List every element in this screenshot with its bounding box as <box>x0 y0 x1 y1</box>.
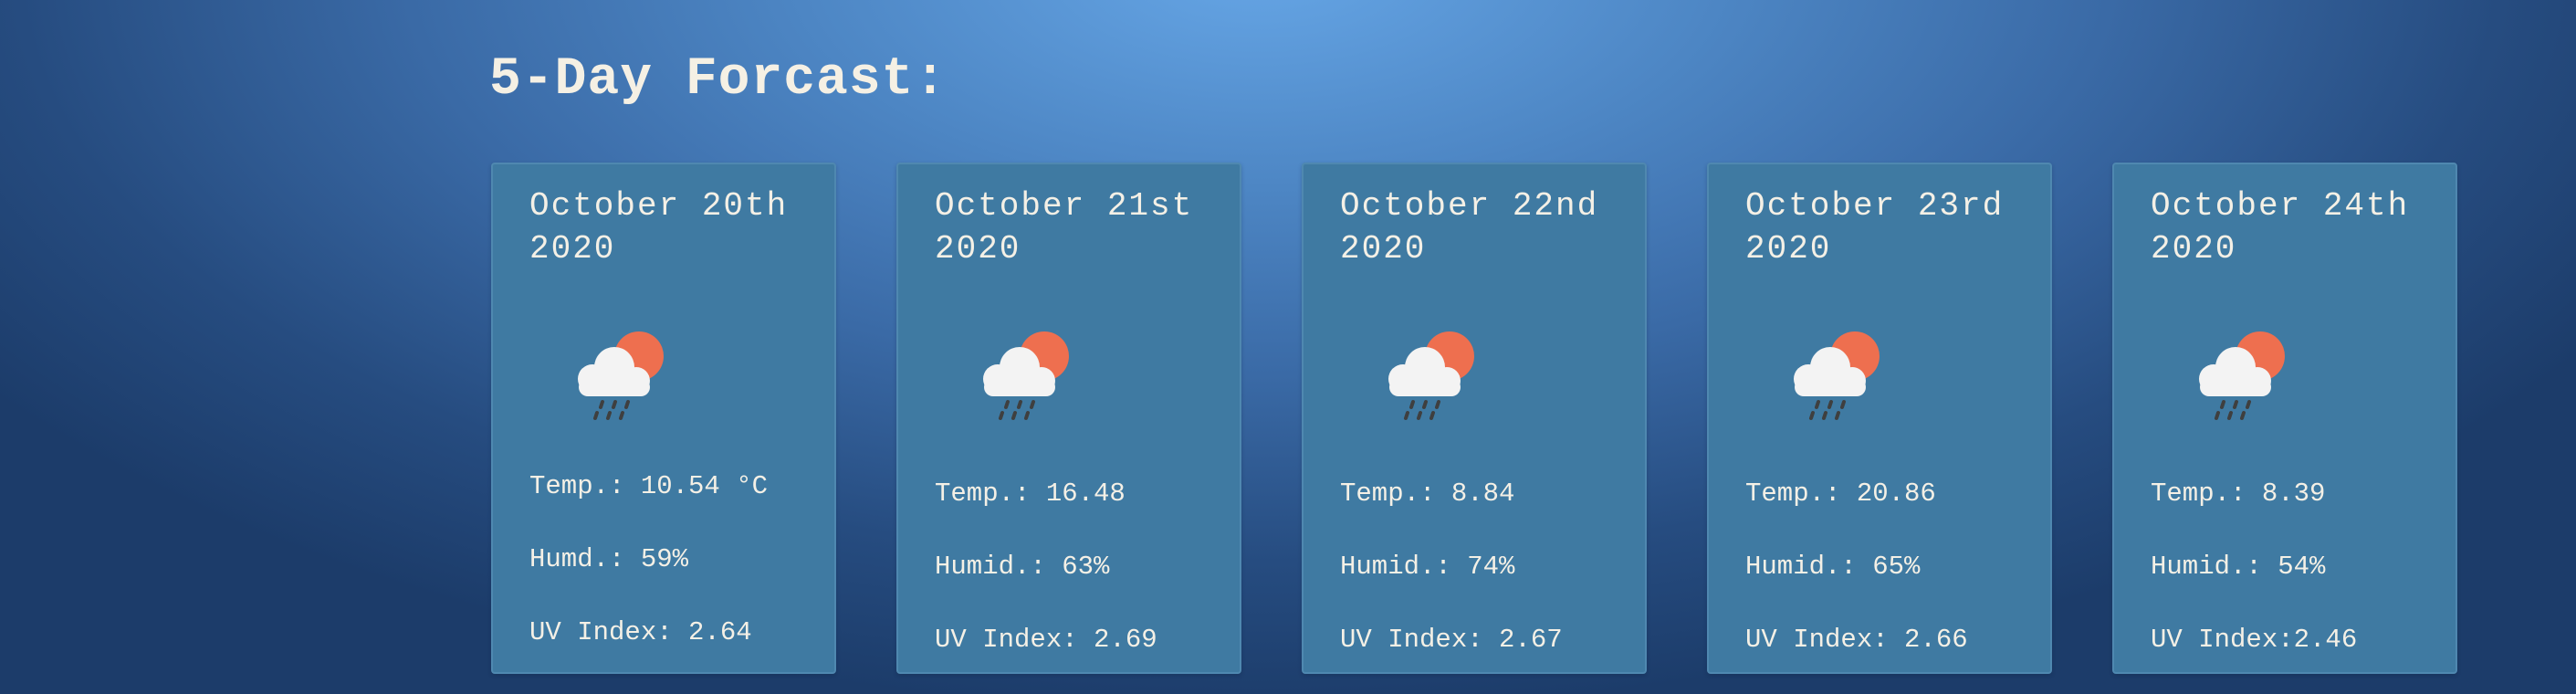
forecast-date: October 21st 2020 <box>935 184 1227 270</box>
humidity-value: Humid.: 54% <box>2151 552 2326 582</box>
temperature-value: Temp.: 16.48 <box>935 478 1126 509</box>
forecast-date: October 23rd 2020 <box>1745 184 2037 270</box>
temperature-value: Temp.: 8.39 <box>2151 478 2326 509</box>
forecast-year-line: 2020 <box>935 230 1021 268</box>
uv-index-value: UV Index: 2.67 <box>1340 625 1563 655</box>
forecast-year-line: 2020 <box>2151 230 2237 268</box>
forecast-card: October 20th 2020 Temp.: 10.54 °C Humd.:… <box>491 163 836 674</box>
page-title: 5-Day Forcast: <box>489 50 948 110</box>
forecast-card: October 22nd 2020 Temp.: 8.84 Humid.: 74… <box>1302 163 1647 674</box>
forecast-list: October 20th 2020 Temp.: 10.54 °C Humd.:… <box>491 163 2457 674</box>
rain-cloud-sun-icon <box>1388 331 1474 420</box>
forecast-year-line: 2020 <box>1745 230 1832 268</box>
rain-cloud-sun-icon <box>578 331 664 420</box>
forecast-date-line: October 24th <box>2151 187 2410 225</box>
humidity-value: Humid.: 63% <box>935 552 1110 582</box>
rain-cloud-sun-icon <box>983 331 1069 420</box>
forecast-date: October 22nd 2020 <box>1340 184 1632 270</box>
forecast-year-line: 2020 <box>529 230 616 268</box>
rain-cloud-sun-icon <box>1794 331 1880 420</box>
uv-index-value: UV Index: 2.66 <box>1745 625 1968 655</box>
rain-cloud-sun-icon <box>2199 331 2285 420</box>
humidity-value: Humid.: 74% <box>1340 552 1515 582</box>
forecast-date: October 20th 2020 <box>529 184 822 270</box>
temperature-value: Temp.: 8.84 <box>1340 478 1515 509</box>
uv-index-value: UV Index:2.46 <box>2151 625 2358 655</box>
humidity-value: Humid.: 65% <box>1745 552 1921 582</box>
temperature-value: Temp.: 10.54 °C <box>529 471 769 501</box>
forecast-card: October 21st 2020 Temp.: 16.48 Humid.: 6… <box>896 163 1241 674</box>
temperature-value: Temp.: 20.86 <box>1745 478 1936 509</box>
uv-index-value: UV Index: 2.69 <box>935 625 1157 655</box>
humidity-value: Humd.: 59% <box>529 544 689 574</box>
forecast-date-line: October 23rd <box>1745 187 2005 225</box>
forecast-card: October 23rd 2020 Temp.: 20.86 Humid.: 6… <box>1707 163 2052 674</box>
forecast-year-line: 2020 <box>1340 230 1427 268</box>
forecast-date-line: October 22nd <box>1340 187 1599 225</box>
forecast-date: October 24th 2020 <box>2151 184 2443 270</box>
uv-index-value: UV Index: 2.64 <box>529 617 752 647</box>
forecast-date-line: October 20th <box>529 187 789 225</box>
forecast-date-line: October 21st <box>935 187 1194 225</box>
forecast-card: October 24th 2020 Temp.: 8.39 Humid.: 54… <box>2112 163 2457 674</box>
